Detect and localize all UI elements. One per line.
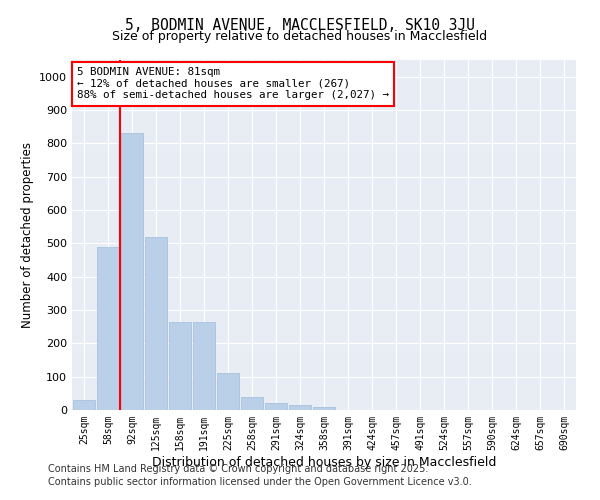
Bar [97,246,119,410]
Bar [313,408,335,410]
Bar [265,404,287,410]
Bar [145,236,167,410]
Y-axis label: Number of detached properties: Number of detached properties [20,142,34,328]
Text: 5, BODMIN AVENUE, MACCLESFIELD, SK10 3JU: 5, BODMIN AVENUE, MACCLESFIELD, SK10 3JU [125,18,475,32]
Bar [241,396,263,410]
Bar [193,322,215,410]
Text: Contains public sector information licensed under the Open Government Licence v3: Contains public sector information licen… [48,477,472,487]
Text: 5 BODMIN AVENUE: 81sqm
← 12% of detached houses are smaller (267)
88% of semi-de: 5 BODMIN AVENUE: 81sqm ← 12% of detached… [77,67,389,100]
Text: Contains HM Land Registry data © Crown copyright and database right 2025.: Contains HM Land Registry data © Crown c… [48,464,428,474]
Bar [121,134,143,410]
Bar [289,405,311,410]
Bar [217,374,239,410]
Bar [73,400,95,410]
X-axis label: Distribution of detached houses by size in Macclesfield: Distribution of detached houses by size … [152,456,496,468]
Bar [169,322,191,410]
Text: Size of property relative to detached houses in Macclesfield: Size of property relative to detached ho… [112,30,488,43]
